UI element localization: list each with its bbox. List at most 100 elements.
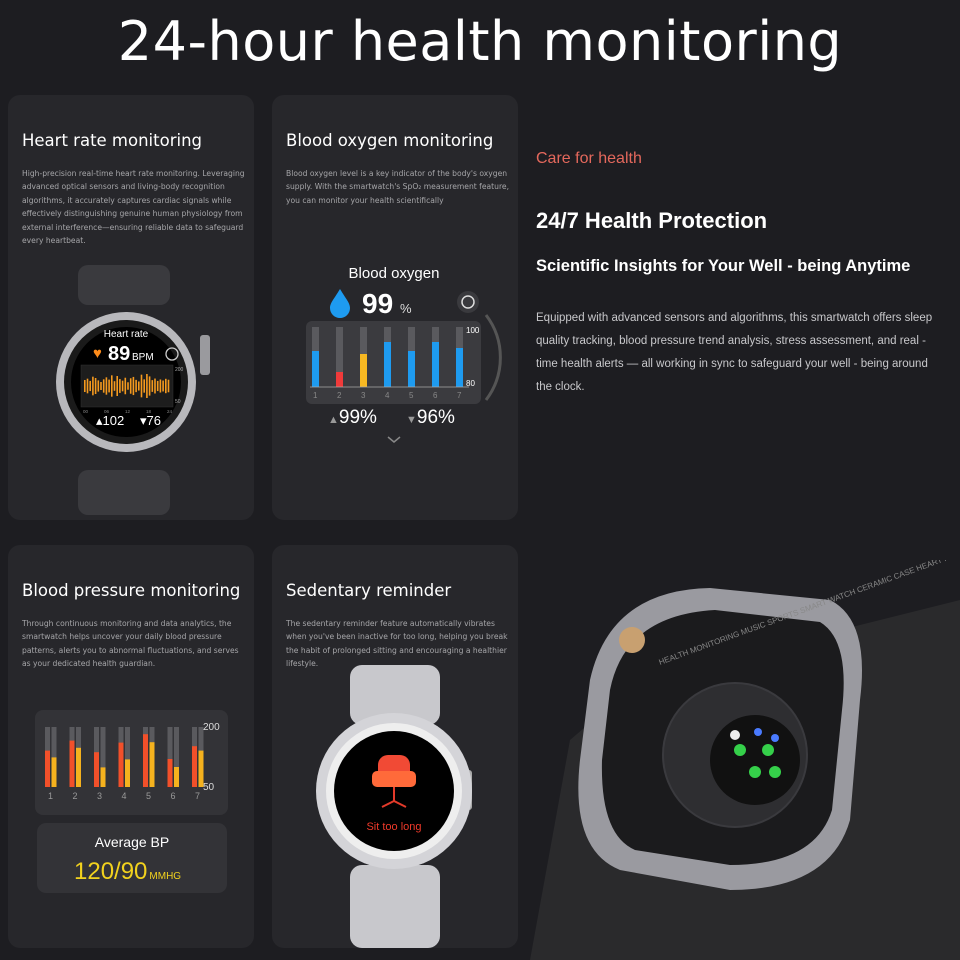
spo2-day-label: 1: [313, 391, 318, 400]
bp-bar-track: [51, 727, 57, 787]
bp-day-label: 6: [171, 791, 176, 801]
card-text: Through continuous monitoring and data a…: [22, 619, 239, 669]
page-title: 24-hour health monitoring: [117, 10, 843, 73]
hr-label: Heart rate: [104, 329, 149, 340]
watch-back-image: HEALTH MONITORING MUSIC SPORTS SMART WAT…: [530, 560, 960, 960]
spo2-bar: [336, 372, 343, 387]
spo2-axis-min: 80: [466, 379, 475, 388]
hr-unit: BPM: [132, 352, 154, 363]
bp-bar-track: [125, 727, 130, 787]
sedentary-watch: Sit too long: [316, 665, 472, 948]
hr-bar: [108, 379, 110, 393]
crown-icon: [619, 627, 645, 653]
hr-bar: [89, 380, 91, 392]
hr-bar: [129, 378, 132, 394]
spo2-day-label: 6: [433, 391, 438, 400]
card-text: High-precision real-time heart rate moni…: [22, 169, 245, 246]
spo2-axis-max: 100: [466, 326, 480, 335]
hr-bar: [167, 379, 170, 393]
spo2-unit: %: [400, 301, 412, 316]
spo2-day-label: 4: [385, 391, 390, 400]
spo2-bar: [384, 342, 391, 387]
card-blood-pressure: Blood pressure monitoring Through contin…: [8, 545, 254, 948]
hr-bar: [156, 380, 159, 392]
bp-diastolic-bar: [76, 747, 81, 787]
bp-diastolic-bar: [149, 742, 155, 787]
bp-axis-min: 50: [203, 782, 215, 793]
spo2-bar: [432, 342, 439, 387]
bp-diastolic-bar: [51, 757, 57, 787]
card-title: Sedentary reminder: [286, 581, 452, 600]
spo2-day-label: 2: [337, 391, 342, 400]
refresh-icon: [165, 347, 179, 361]
hr-bar: [148, 376, 151, 396]
avg-bp-value: 120/90 MMHG: [74, 858, 181, 885]
hr-bar: [94, 378, 97, 394]
hr-axis-tick: 12: [125, 409, 131, 414]
spo2-bar: [312, 351, 319, 387]
spo2-day-label: 7: [457, 391, 462, 400]
bp-diastolic-bar: [125, 759, 130, 787]
bp-day-label: 7: [195, 791, 200, 801]
chevron-down-icon[interactable]: [387, 436, 401, 443]
bp-systolic-bar: [94, 752, 99, 787]
spo2-bar-track: [336, 327, 343, 387]
spo2-bar: [456, 348, 463, 387]
card-text: Blood oxygen level is a key indicator of…: [286, 169, 509, 205]
bp-systolic-bar: [192, 746, 197, 787]
card-text: The sedentary reminder feature automatic…: [286, 619, 508, 669]
refresh-icon: [461, 295, 475, 309]
avg-bp-label: Average BP: [95, 834, 169, 850]
spo2-bar: [360, 354, 367, 387]
hr-bar: [159, 379, 162, 393]
hr-bar: [92, 376, 94, 396]
hr-bar: [135, 379, 137, 393]
sit-too-long-message: Sit too long: [366, 821, 421, 833]
hr-axis-tick: 06: [104, 409, 110, 414]
tagline: Care for health: [536, 150, 642, 167]
bp-systolic-bar: [69, 740, 75, 787]
hr-bar: [165, 378, 167, 394]
hr-bar: [121, 380, 124, 392]
hr-bar: [105, 377, 108, 395]
card-sedentary: Sedentary reminder The sedentary reminde…: [272, 545, 518, 948]
bp-day-label: 4: [122, 791, 127, 801]
bp-systolic-bar: [143, 734, 148, 787]
bp-day-label: 3: [97, 791, 102, 801]
hr-bar: [140, 374, 143, 398]
spo2-value: 99: [362, 288, 393, 319]
description: Equipped with advanced sensors and algor…: [536, 312, 933, 393]
hr-axis-min: 50: [175, 399, 181, 405]
hr-bar: [84, 380, 86, 392]
hr-bar: [116, 376, 118, 396]
bp-systolic-bar: [45, 750, 50, 787]
bp-diastolic-bar: [198, 750, 204, 787]
bp-systolic-bar: [167, 759, 173, 787]
chair-icon: [372, 755, 416, 808]
subheading: Scientific Insights for Your Well - bein…: [536, 257, 911, 275]
bp-bar-track: [100, 727, 106, 787]
bp-panel: 1 2 3 4 5 6 7 200 50 Average BP 120/90 MMHG: [35, 710, 228, 893]
hr-bar: [111, 375, 113, 397]
hr-value: 89: [108, 343, 130, 365]
hr-bar: [138, 381, 140, 391]
hr-bar: [127, 382, 129, 390]
hr-axis-tick: 18: [146, 409, 152, 414]
hr-bar: [143, 379, 145, 393]
card-blood-oxygen: Blood oxygen monitoring Blood oxygen lev…: [272, 95, 518, 520]
bp-systolic-bar: [118, 742, 124, 787]
heart-icon: ♥: [93, 345, 102, 362]
hr-bar: [102, 379, 105, 393]
bp-diastolic-bar: [100, 767, 106, 787]
spo2-panel: Blood oxygen 99 % 1 2 3 4 5 6 7 100 80 ▲99% ▼9…: [306, 265, 502, 443]
hr-bar: [124, 377, 127, 395]
card-title: Blood pressure monitoring: [22, 581, 241, 600]
card-heart-rate: Heart rate monitoring High-precision rea…: [8, 95, 254, 520]
bp-day-label: 1: [48, 791, 53, 801]
spo2-day-label: 5: [409, 391, 414, 400]
bp-day-label: 5: [146, 791, 151, 801]
card-title: Blood oxygen monitoring: [286, 131, 494, 150]
bp-day-label: 2: [73, 791, 78, 801]
hr-axis-tick: 00: [83, 409, 89, 414]
spo2-day-label: 3: [361, 391, 366, 400]
